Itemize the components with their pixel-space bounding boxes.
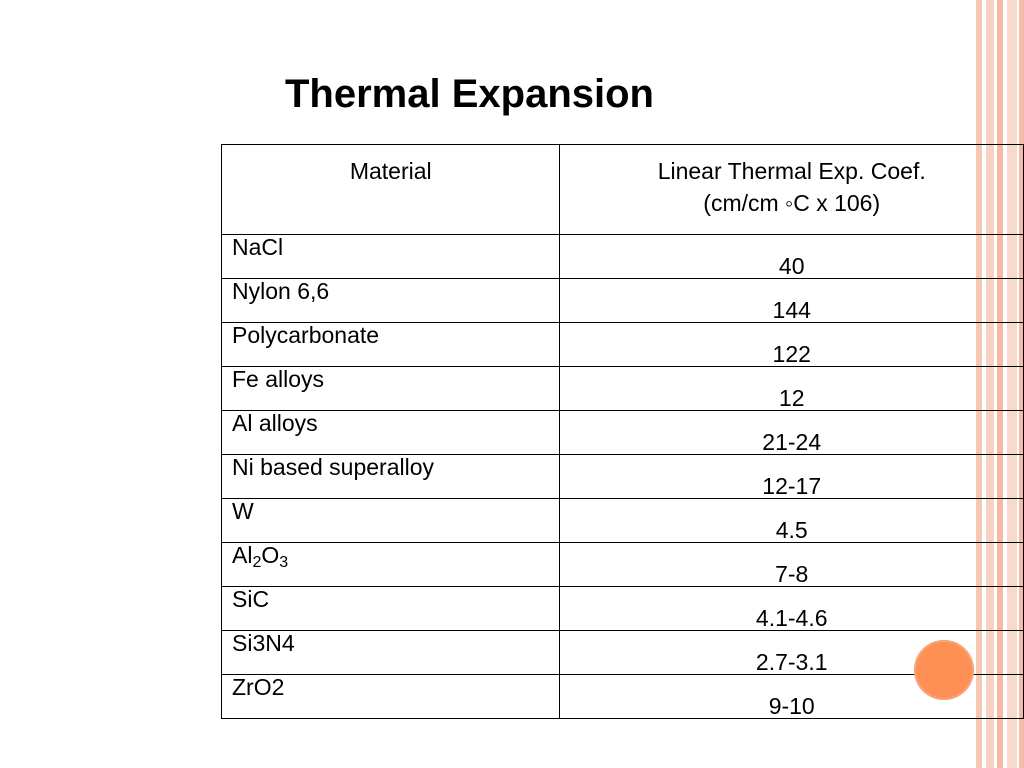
header-coefficient: Linear Thermal Exp. Coef. (cm/cm ◦C x 10… [559,144,1024,235]
coefficient-cell: 144 [559,278,1024,323]
coefficient-cell: 122 [559,322,1024,367]
material-cell: Ni based superalloy [220,454,561,499]
material-cell: Nylon 6,6 [220,278,561,323]
formula-element: Al [232,542,253,568]
decorative-circle [914,640,974,700]
header-coefficient-line1: Linear Thermal Exp. Coef. [657,158,926,184]
material-cell: W [220,498,561,543]
table-row: Polycarbonate 122 [220,322,1024,367]
material-cell: Fe alloys [220,366,561,411]
table-row: Al alloys 21-24 [220,410,1024,455]
coefficient-cell: 4.1-4.6 [559,586,1024,631]
table-row: Al2O3 7-8 [220,542,1024,587]
formula-element: O [261,542,280,568]
coefficient-cell: 7-8 [559,542,1024,587]
table-row: ZrO2 9-10 [220,674,1024,719]
table-row: Nylon 6,6 144 [220,278,1024,323]
table-row: NaCl 40 [220,234,1024,279]
material-cell: Polycarbonate [220,322,561,367]
header-coefficient-line2: (cm/cm ◦C x 106) [703,190,881,216]
material-cell: Al alloys [220,410,561,455]
coefficient-cell: 12 [559,366,1024,411]
coefficient-cell: 40 [559,234,1024,279]
table-row: Si3N4 2.7-3.1 [220,630,1024,675]
coefficient-cell: 12-17 [559,454,1024,499]
formula-subscript: 3 [279,554,289,571]
table-header-row: Material Linear Thermal Exp. Coef. (cm/c… [220,144,1024,235]
material-cell: NaCl [220,234,561,279]
table-row: Ni based superalloy 12-17 [220,454,1024,499]
thermal-expansion-table: Material Linear Thermal Exp. Coef. (cm/c… [220,144,1024,719]
coefficient-cell: 21-24 [559,410,1024,455]
coefficient-cell: 4.5 [559,498,1024,543]
material-cell: ZrO2 [220,674,561,719]
header-material-label: Material [349,158,432,184]
table-row: Fe alloys 12 [220,366,1024,411]
table-row: W 4.5 [220,498,1024,543]
material-cell: Al2O3 [220,542,561,587]
material-cell: Si3N4 [220,630,561,675]
header-material: Material [220,144,561,235]
slide-title: Thermal Expansion [285,72,654,116]
table-row: SiC 4.1-4.6 [220,586,1024,631]
formula-subscript: 2 [252,554,262,571]
material-cell: SiC [220,586,561,631]
